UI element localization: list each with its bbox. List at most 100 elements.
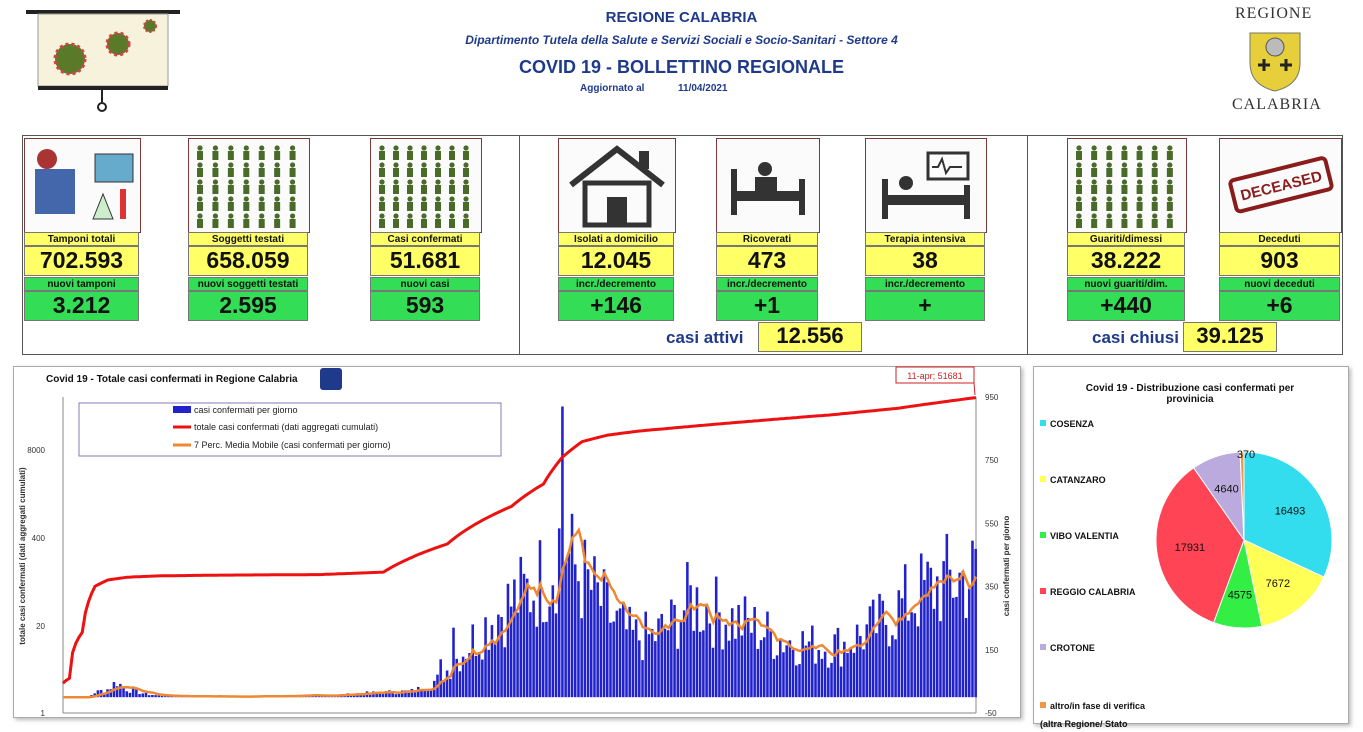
daily-bar — [648, 634, 651, 697]
person-figure — [228, 219, 234, 228]
pie-legend-swatch — [1040, 420, 1046, 426]
left-tick-label: 1 — [41, 709, 46, 718]
daily-bar — [619, 608, 622, 697]
stat-subvalue-soggetti: 2.595 — [188, 291, 308, 321]
pie-value-label: 16493 — [1275, 506, 1306, 518]
stat-sublabel-casi: nuovi casi — [370, 277, 480, 291]
person-figure — [449, 179, 454, 184]
pie-legend-swatch — [1040, 644, 1046, 650]
person-figure — [463, 185, 469, 194]
bulletin-title: COVID 19 - BOLLETTINO REGIONALE — [0, 57, 1363, 78]
person-figure — [228, 145, 233, 150]
daily-bar — [459, 671, 462, 697]
right-tick-label: 750 — [985, 456, 999, 465]
person-figure — [393, 202, 399, 211]
daily-bar — [962, 571, 965, 697]
person-figure — [243, 168, 249, 177]
daily-bar — [705, 605, 708, 697]
person-figure — [435, 145, 440, 150]
person-figure — [1137, 151, 1143, 160]
person-figure — [379, 145, 384, 150]
pie-legend-label: altro/in fase di verifica (altra Regione… — [1040, 701, 1145, 729]
pie-value-label: 4575 — [1228, 589, 1252, 601]
daily-bar — [792, 650, 795, 697]
daily-bar — [622, 604, 625, 697]
pie-legend-swatch — [1040, 588, 1046, 594]
person-figure — [449, 202, 455, 211]
daily-bar — [699, 632, 702, 697]
daily-bar — [539, 540, 542, 697]
person-figure — [1076, 202, 1082, 211]
stat-label-terapia: Terapia intensiva — [865, 232, 985, 246]
daily-bar — [837, 628, 840, 697]
person-figure — [197, 151, 203, 160]
person-figure — [213, 196, 218, 201]
daily-bar — [965, 618, 968, 697]
person-figure — [290, 151, 296, 160]
daily-bar — [542, 622, 545, 697]
daily-bar — [721, 649, 724, 697]
stat-value-ricoverati: 473 — [716, 246, 818, 276]
person-figure — [1107, 145, 1112, 150]
person-figure — [393, 145, 398, 150]
daily-bar — [568, 553, 571, 697]
daily-bar — [763, 637, 766, 697]
person-figure — [1152, 168, 1158, 177]
stat-value-soggetti: 658.059 — [188, 246, 308, 276]
daily-bar — [696, 587, 699, 697]
daily-bar — [664, 629, 667, 698]
person-figure — [407, 219, 413, 228]
person-figure — [379, 202, 385, 211]
person-figure — [259, 168, 265, 177]
person-figure — [212, 202, 218, 211]
person-figure — [1076, 151, 1082, 160]
stat-subvalue-terapia: + — [865, 291, 985, 321]
active-cases-label: casi attivi — [666, 328, 744, 348]
person-figure — [463, 219, 469, 228]
person-figure — [1167, 185, 1173, 194]
person-figure — [463, 168, 469, 177]
daily-bar — [151, 695, 154, 697]
person-figure — [1076, 179, 1081, 184]
daily-bar — [577, 581, 580, 697]
left-axis-title: totale casi confermati (dati aggregati c… — [18, 467, 27, 645]
daily-bar — [907, 621, 910, 698]
stat-sublabel-ricoverati: incr./decremento — [716, 277, 818, 291]
daily-bar — [526, 579, 529, 698]
daily-bar — [382, 694, 385, 697]
daily-bar — [926, 562, 929, 697]
person-figure — [1152, 185, 1158, 194]
person-figure — [1137, 179, 1142, 184]
stat-subvalue-tamponi: 3.212 — [24, 291, 139, 321]
person-figure — [1091, 168, 1097, 177]
daily-bar — [443, 682, 446, 698]
person-figure — [407, 202, 413, 211]
person-figure — [290, 179, 295, 184]
person-figure — [275, 213, 280, 218]
person-figure — [197, 145, 202, 150]
person-figure — [290, 213, 295, 218]
person-figure — [421, 213, 426, 218]
daily-bar — [830, 663, 833, 697]
person-figure — [259, 179, 264, 184]
right-tick-label: 950 — [985, 393, 999, 402]
person-figure — [212, 185, 218, 194]
daily-bar — [632, 630, 635, 697]
person-figure — [1137, 168, 1143, 177]
stat-value-casi: 51.681 — [370, 246, 480, 276]
province-chart-title: Covid 19 - Distribuzione casi confermati… — [1070, 383, 1310, 405]
daily-bar — [449, 679, 452, 697]
daily-bar — [914, 613, 917, 697]
person-figure — [212, 151, 218, 160]
daily-bar — [814, 664, 817, 698]
daily-bar — [821, 659, 824, 697]
person-figure — [1092, 162, 1097, 167]
daily-bar — [785, 645, 788, 697]
person-figure — [463, 196, 468, 201]
person-figure — [379, 151, 385, 160]
person-figure — [435, 168, 441, 177]
person-figure — [435, 213, 440, 218]
person-figure — [259, 185, 265, 194]
person-figure — [1107, 179, 1112, 184]
daily-bar — [878, 594, 881, 697]
